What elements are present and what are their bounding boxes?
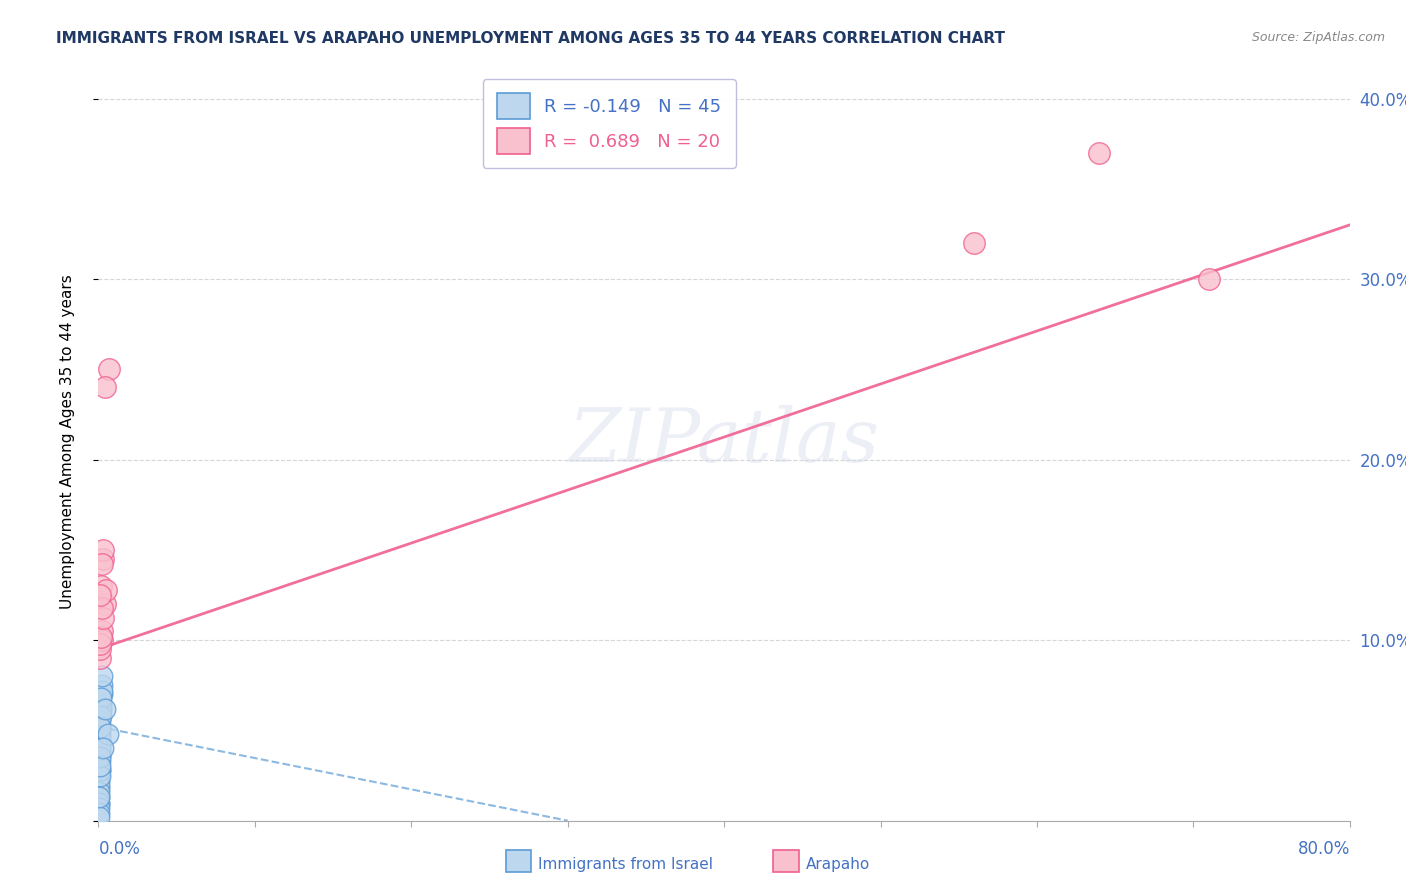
Point	[98, 362, 121, 376]
Point	[89, 750, 111, 764]
Point	[89, 709, 111, 723]
Point	[89, 736, 111, 750]
Text: 0.0%: 0.0%	[98, 839, 141, 857]
Point	[87, 796, 110, 810]
Point	[89, 763, 111, 777]
Point	[90, 702, 112, 716]
Point	[1198, 272, 1220, 286]
Point	[90, 690, 112, 705]
Y-axis label: Unemployment Among Ages 35 to 44 years: Unemployment Among Ages 35 to 44 years	[60, 274, 75, 609]
Point	[89, 720, 111, 734]
Point	[89, 773, 111, 788]
Point	[90, 699, 112, 714]
Point	[96, 582, 118, 597]
Point	[89, 745, 111, 759]
Point	[89, 768, 111, 782]
Point	[97, 727, 120, 741]
Point	[89, 763, 111, 777]
Point	[91, 552, 114, 566]
Point	[89, 759, 111, 773]
Point	[90, 600, 112, 615]
Text: 80.0%: 80.0%	[1298, 839, 1350, 857]
Point	[89, 748, 111, 763]
Point	[89, 785, 111, 799]
Point	[89, 723, 111, 738]
Text: IMMIGRANTS FROM ISRAEL VS ARAPAHO UNEMPLOYMENT AMONG AGES 35 TO 44 YEARS CORRELA: IMMIGRANTS FROM ISRAEL VS ARAPAHO UNEMPL…	[56, 31, 1005, 46]
Legend: R = -0.149   N = 45, R =  0.689   N = 20: R = -0.149 N = 45, R = 0.689 N = 20	[482, 79, 735, 168]
Point	[89, 790, 111, 805]
Text: Source: ZipAtlas.com: Source: ZipAtlas.com	[1251, 31, 1385, 45]
Text: Arapaho: Arapaho	[806, 857, 870, 871]
Point	[89, 714, 111, 729]
Point	[90, 687, 112, 701]
Point	[89, 738, 111, 752]
Point	[89, 642, 111, 657]
Point	[89, 588, 111, 602]
Point	[93, 380, 115, 394]
Text: ZIPatlas: ZIPatlas	[568, 405, 880, 478]
Point	[89, 759, 111, 773]
Point	[87, 810, 110, 824]
Point	[90, 624, 112, 639]
Point	[87, 797, 110, 812]
Point	[89, 651, 111, 665]
Point	[89, 750, 111, 764]
Point	[89, 741, 111, 756]
Point	[1088, 145, 1111, 160]
Point	[89, 731, 111, 745]
Point	[90, 633, 112, 648]
Point	[91, 741, 114, 756]
Point	[89, 637, 111, 651]
Point	[90, 558, 112, 572]
Point	[87, 801, 110, 815]
Point	[89, 778, 111, 792]
Text: Immigrants from Israel: Immigrants from Israel	[538, 857, 713, 871]
Point	[90, 630, 112, 644]
Point	[89, 754, 111, 768]
Point	[90, 678, 112, 692]
Point	[87, 806, 110, 821]
Point	[89, 741, 111, 756]
Point	[90, 696, 112, 710]
Point	[90, 683, 112, 698]
Point	[93, 702, 115, 716]
Point	[91, 542, 114, 557]
Point	[90, 709, 112, 723]
Point	[89, 720, 111, 734]
Point	[91, 669, 114, 683]
Point	[87, 781, 110, 796]
Point	[89, 706, 111, 720]
Point	[89, 727, 111, 741]
Point	[963, 235, 986, 250]
Point	[89, 790, 111, 805]
Point	[91, 611, 114, 625]
Point	[90, 579, 112, 593]
Point	[93, 597, 115, 611]
